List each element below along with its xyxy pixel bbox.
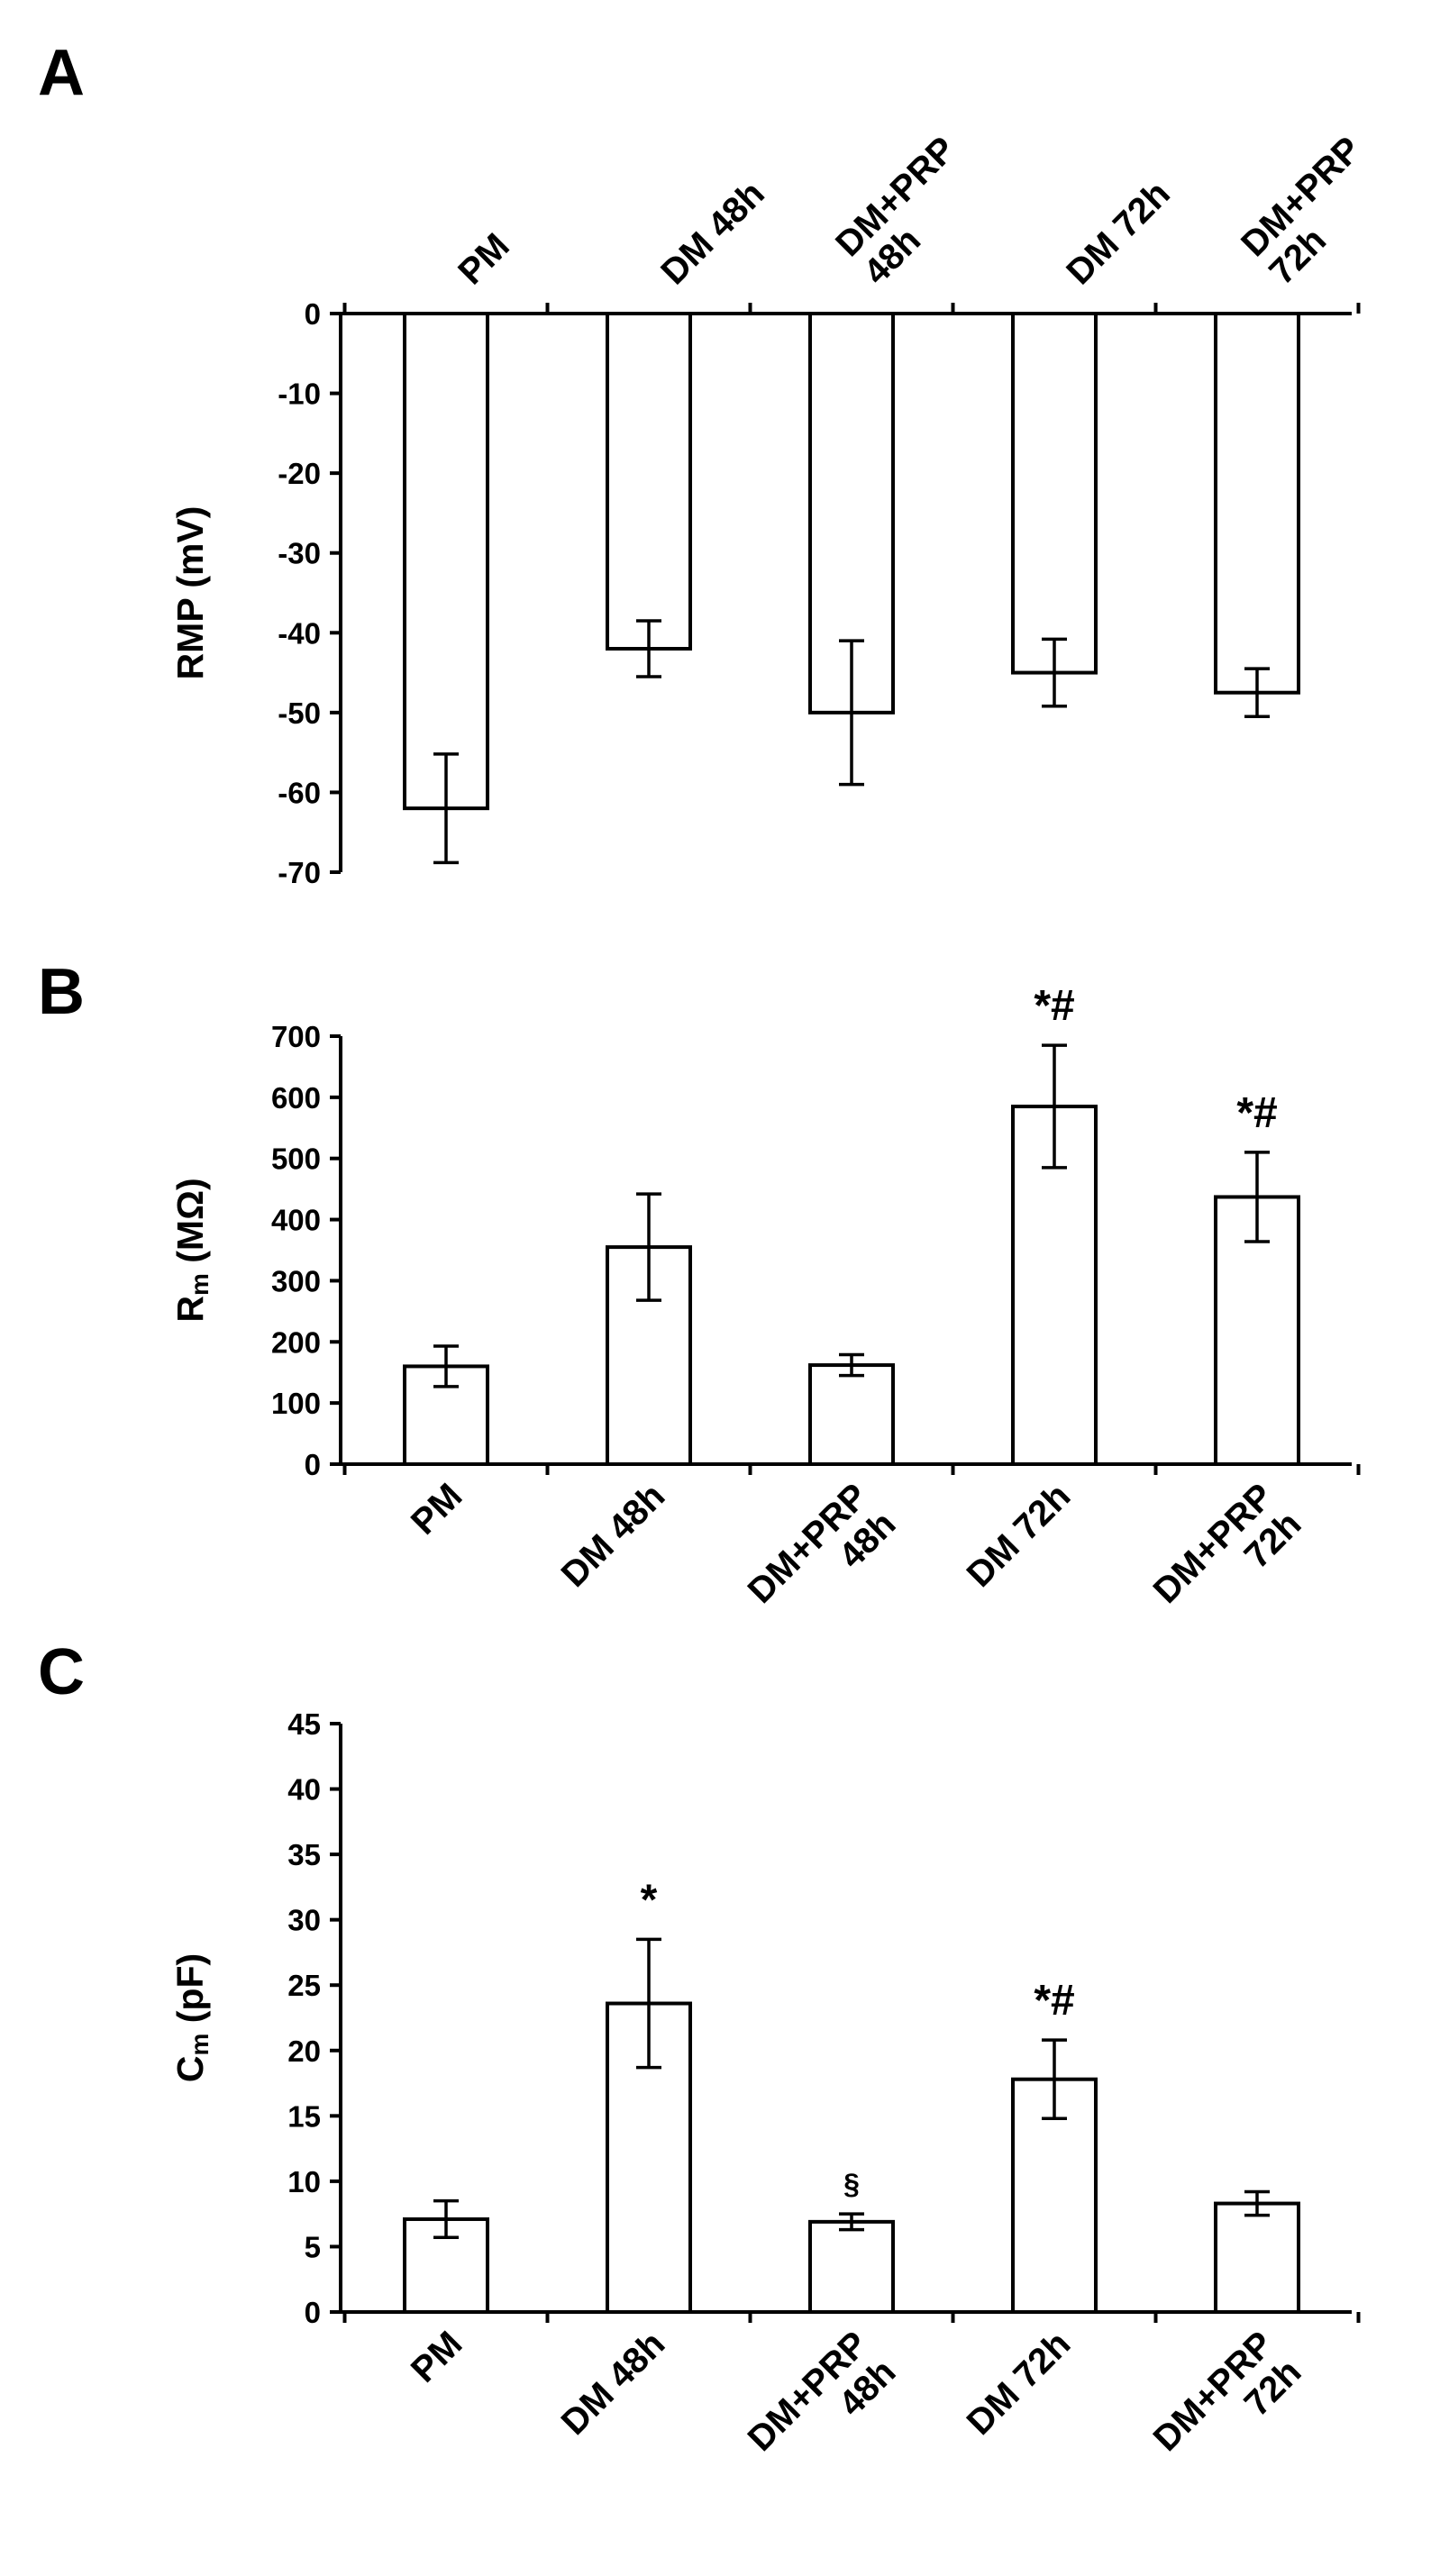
category-label-b-2: DM+PRP48h: [741, 1476, 904, 1639]
y-axis-label-c: Cm (pF): [169, 1953, 214, 2082]
y-axis-label-main: C: [169, 2056, 211, 2083]
panel-letter-b: B: [38, 956, 85, 1028]
y-tick-label-a-4: -40: [278, 616, 321, 650]
annotation-c-2: §: [843, 2168, 860, 2200]
category-label-line: DM 72h: [960, 2324, 1079, 2443]
panel-a-rmp-chart: 0 -10 -20 -30 -40 -50 -60 -70 PM DM 48h DM+PRP48h D…: [169, 129, 1397, 889]
category-label-line: DM 72h: [960, 1476, 1079, 1595]
category-label-b-0: PM: [404, 1476, 470, 1543]
panel-b-rm-chart: 0 100 200 300 400 500 600 700 *# *# PM DM 48h DM+PRP…: [169, 982, 1361, 1639]
category-label-c-1: DM 48h: [554, 2324, 673, 2443]
category-label-line: DM 48h: [554, 2324, 673, 2443]
panel-letter-c: C: [38, 1636, 85, 1708]
y-tick-label-c-7: 35: [287, 1838, 321, 1871]
y-tick-label-c-3: 15: [287, 2099, 321, 2133]
category-label-line: PM: [404, 1476, 470, 1543]
y-tick-label-b-5: 500: [271, 1142, 321, 1176]
y-tick-label-b-7: 700: [271, 1020, 321, 1053]
annotation-c-3: *#: [1034, 1977, 1074, 2025]
category-label-c-4: DM+PRP72h: [1146, 2324, 1309, 2487]
y-axis-label-main: RMP (mV): [169, 506, 211, 680]
y-tick-label-b-6: 600: [271, 1081, 321, 1115]
annotation-c-1: *: [641, 1876, 658, 1924]
y-tick-label-c-4: 20: [287, 2034, 321, 2068]
category-label-line: DM 48h: [554, 1476, 673, 1595]
category-label-b-1: DM 48h: [554, 1476, 673, 1595]
y-tick-label-c-5: 25: [287, 1969, 321, 2002]
bar-a-1: [606, 312, 692, 651]
category-label-a-2: DM+PRP48h: [828, 129, 991, 292]
bar-c-4: [1214, 2201, 1300, 2315]
panel-letter-a: A: [38, 37, 85, 109]
bar-c-2: [808, 2219, 895, 2314]
category-label-line: PM: [451, 226, 517, 293]
category-label-a-4: DM+PRP72h: [1234, 129, 1397, 292]
category-label-c-0: PM: [404, 2324, 470, 2390]
y-tick-label-b-3: 300: [271, 1264, 321, 1297]
y-axis-label-units: (pF): [169, 1953, 211, 2034]
annotation-b-4: *#: [1236, 1089, 1277, 1137]
category-label-line: DM 48h: [653, 174, 772, 293]
y-tick-label-b-4: 400: [271, 1204, 321, 1237]
y-tick-label-a-0: 0: [305, 297, 321, 331]
category-label-a-3: DM 72h: [1059, 174, 1178, 293]
category-label-c-2: DM+PRP48h: [741, 2324, 904, 2487]
y-tick-label-a-7: -70: [278, 856, 321, 889]
y-tick-label-c-1: 5: [305, 2230, 321, 2263]
y-tick-label-b-1: 100: [271, 1387, 321, 1420]
panel-c-cm-chart: 0 5 10 15 20 25 30 35 40 45 * § *# PM DM 48h DM+PRP48h D…: [169, 1707, 1361, 2487]
y-tick-label-a-6: -60: [278, 776, 321, 809]
y-tick-label-a-3: -30: [278, 537, 321, 570]
category-label-b-3: DM 72h: [960, 1476, 1079, 1595]
y-axis-label-main: R: [169, 1296, 211, 1323]
category-label-c-3: DM 72h: [960, 2324, 1079, 2443]
annotation-b-3: *#: [1034, 982, 1074, 1030]
y-tick-label-b-2: 200: [271, 1325, 321, 1359]
y-axis-label-a: RMP (mV): [169, 506, 211, 680]
bar-a-0: [403, 312, 489, 811]
y-tick-label-c-0: 0: [305, 2296, 321, 2329]
y-tick-label-c-9: 45: [287, 1707, 321, 1741]
y-tick-label-a-5: -50: [278, 696, 321, 730]
category-label-line: DM 72h: [1059, 174, 1178, 293]
y-tick-label-a-2: -20: [278, 457, 321, 490]
bar-a-4: [1214, 312, 1300, 695]
category-label-b-4: DM+PRP72h: [1146, 1476, 1309, 1639]
category-label-a-1: DM 48h: [653, 174, 772, 293]
y-tick-label-a-1: -10: [278, 378, 321, 411]
y-axis-label-b: Rm (MΩ): [169, 1178, 214, 1322]
category-label-line: PM: [404, 2324, 470, 2390]
bar-a-3: [1011, 312, 1098, 675]
y-axis-label-subscript: m: [186, 2034, 214, 2056]
category-label-a-0: PM: [451, 226, 517, 293]
y-axis-label-subscript: m: [186, 1273, 214, 1296]
y-tick-label-c-8: 40: [287, 1773, 321, 1807]
bar-b-2: [808, 1363, 895, 1466]
y-tick-label-c-6: 30: [287, 1904, 321, 1937]
y-tick-label-c-2: 10: [287, 2165, 321, 2198]
y-tick-label-b-0: 0: [305, 1448, 321, 1481]
y-axis-label-units: (MΩ): [169, 1178, 211, 1273]
